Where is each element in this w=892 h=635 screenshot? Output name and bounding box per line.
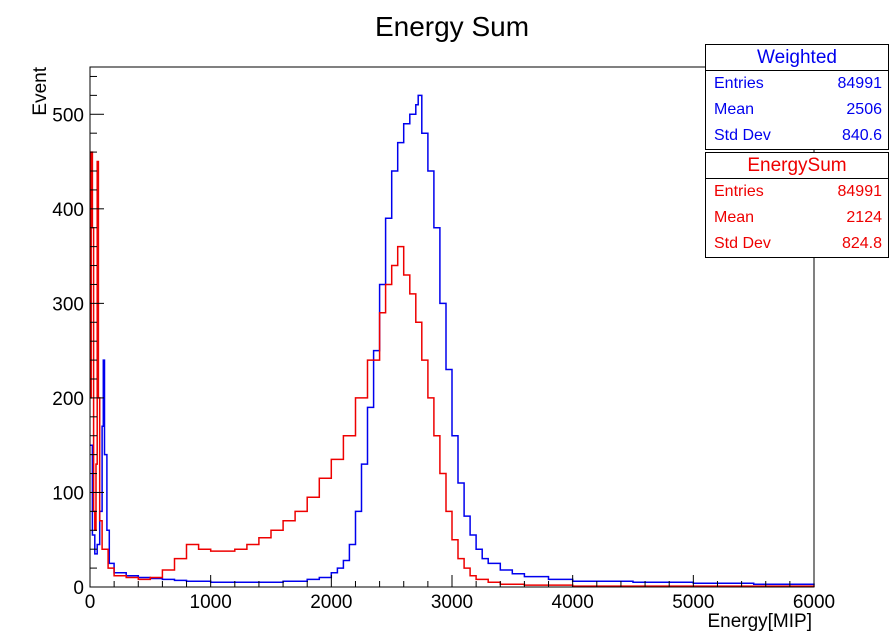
stats-label: Entries <box>714 183 764 200</box>
stats-row-std-dev: Std Dev 840.6 <box>706 123 888 149</box>
x-tick-label: 6000 <box>793 592 835 613</box>
stats-label: Entries <box>714 75 764 92</box>
x-axis: 0 1000 2000 3000 4000 5000 6000 <box>85 575 835 613</box>
y-tick-label: 300 <box>52 294 84 315</box>
stats-value: 84991 <box>837 183 883 200</box>
stats-row-mean: Mean 2506 <box>706 97 888 123</box>
stats-label: Mean <box>714 101 755 118</box>
y-axis-label: Event <box>30 66 51 115</box>
y-tick-label: 0 <box>73 578 84 599</box>
stats-label: Std Dev <box>714 235 771 252</box>
x-tick-label: 5000 <box>672 592 714 613</box>
y-tick-label: 500 <box>52 105 84 126</box>
stats-title: EnergySum <box>706 153 888 179</box>
stats-value: 840.6 <box>841 127 882 144</box>
series-energysum-line <box>90 151 815 587</box>
x-tick-label: 1000 <box>190 592 232 613</box>
stats-box-weighted: Weighted Entries 84991 Mean 2506 Std Dev… <box>705 44 889 150</box>
y-axis: 0 100 200 300 400 500 <box>52 75 104 599</box>
stats-value: 84991 <box>837 75 883 92</box>
stats-row-std-dev: Std Dev 824.8 <box>706 231 888 257</box>
stats-label: Std Dev <box>714 127 771 144</box>
stats-row-entries: Entries 84991 <box>706 71 888 97</box>
x-tick-label: 4000 <box>552 592 594 613</box>
x-tick-label: 2000 <box>310 592 352 613</box>
stats-value: 824.8 <box>841 235 882 252</box>
x-tick-label: 0 <box>85 592 96 613</box>
series-layer <box>90 94 815 587</box>
x-tick-label: 3000 <box>431 592 473 613</box>
chart-title: Energy Sum <box>375 11 529 42</box>
stats-value: 2506 <box>846 101 882 118</box>
stats-label: Mean <box>714 209 755 226</box>
series-weighted-line <box>90 94 815 586</box>
stats-title: Weighted <box>706 45 888 71</box>
x-axis-label: Energy[MIP] <box>707 611 812 632</box>
stats-box-energysum: EnergySum Entries 84991 Mean 2124 Std De… <box>705 152 889 258</box>
y-tick-label: 100 <box>52 483 84 504</box>
y-tick-label: 400 <box>52 200 84 221</box>
stats-row-mean: Mean 2124 <box>706 205 888 231</box>
stats-row-entries: Entries 84991 <box>706 179 888 205</box>
y-tick-label: 200 <box>52 389 84 410</box>
stats-value: 2124 <box>846 209 882 226</box>
